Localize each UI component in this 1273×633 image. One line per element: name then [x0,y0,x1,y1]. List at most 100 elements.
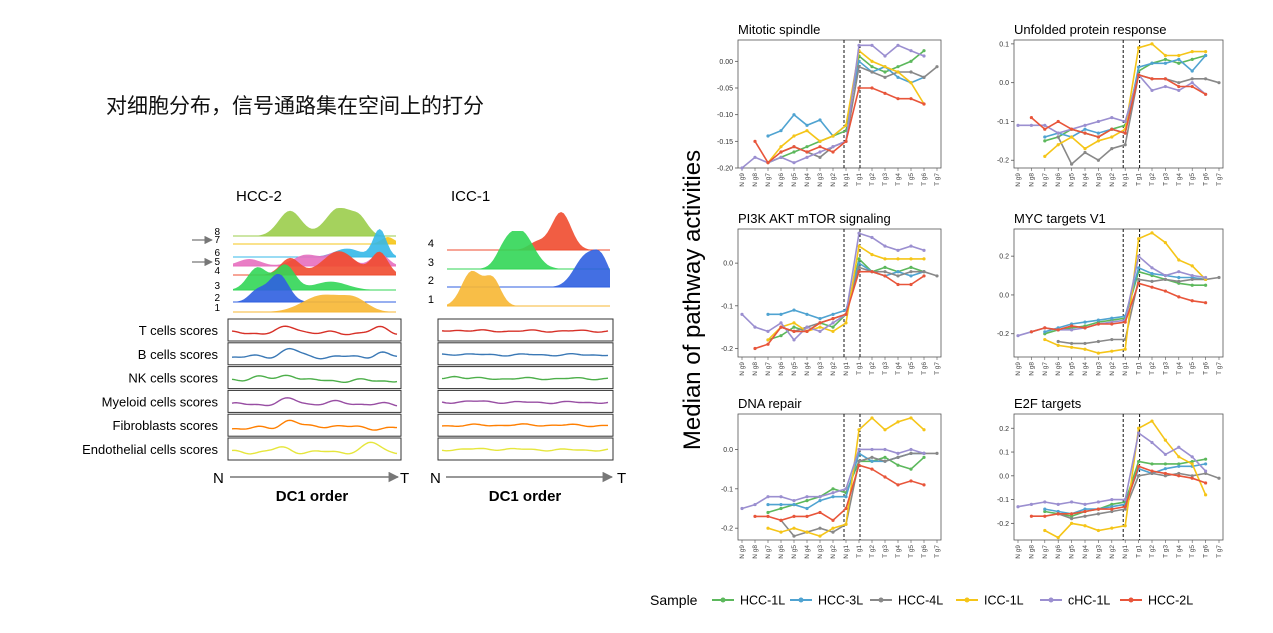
data-point [857,86,861,90]
pathway-chart: Mitotic spindle 0.00 -0.05 -0.10 -0.15 -0.20 N… [717,22,942,187]
score-tracks-hcc2 [227,318,402,461]
data-point [857,43,861,47]
plot-frame [737,228,942,358]
data-point [792,134,796,138]
x-tick-label: N g7 [765,173,772,187]
data-point [1150,471,1154,476]
data-point [909,97,913,101]
data-point [1163,277,1167,282]
data-point [883,447,887,452]
x-tick-label: N g6 [1055,173,1062,187]
data-point [1137,431,1141,435]
data-point [1110,349,1114,353]
data-point [1083,131,1087,135]
data-point [1070,127,1074,131]
data-point [1163,474,1167,478]
data-point [1043,509,1047,514]
data-point [1137,254,1141,258]
x-tick-label: N g3 [1095,173,1102,187]
data-point [1150,440,1154,445]
data-point [1163,289,1167,293]
x-tick-label: T g5 [908,362,915,375]
data-point [1083,507,1087,511]
x-tick-label: T g4 [1176,173,1183,186]
series-line [754,87,925,164]
data-point [805,123,809,127]
x-tick-label: T g3 [1162,545,1169,558]
legend-swatch-dot [1048,597,1054,603]
data-point [792,329,796,333]
data-point [1123,505,1127,509]
data-point [805,150,809,154]
data-point [1096,119,1100,124]
score-row-labels: T cells scores B cells scores NK cells sco… [82,323,218,457]
y-tick-label: -0.15 [717,139,733,146]
data-point [1137,65,1141,69]
data-point [1043,337,1047,342]
data-point [1096,351,1100,355]
data-point [1150,285,1154,289]
axis-end-hcc2: T [400,470,409,487]
legend-entry: HCC-4L [898,594,943,608]
x-tick-label: N g7 [1042,173,1049,187]
data-point [857,244,861,248]
data-point [792,526,796,530]
data-point [1096,500,1100,504]
data-point [1177,270,1181,274]
x-tick-label: N g1 [1122,173,1129,187]
data-point [766,514,770,518]
x-tick-label: T g2 [869,362,876,375]
x-tick-label: N g9 [1015,545,1022,559]
data-point [896,420,900,424]
data-point [870,253,874,257]
data-point [818,495,822,499]
score-row-label: T cells scores [139,323,219,338]
data-point [779,145,783,149]
data-point [1137,281,1141,285]
x-tick-label: N g7 [765,545,772,559]
data-point [1190,283,1194,287]
series-line [755,464,925,522]
x-tick-label: N g8 [1028,173,1035,187]
data-point [1056,339,1060,344]
x-tick-label: T g6 [921,545,928,558]
data-point [1110,502,1114,506]
x-tick-label: T g6 [921,173,928,186]
series-line [754,270,925,350]
data-point [779,495,783,499]
data-point [1204,77,1208,81]
data-point [1043,139,1047,143]
data-point [1083,123,1087,127]
data-point [1177,84,1181,89]
data-point [1096,322,1100,326]
data-point [1190,277,1194,282]
data-point [870,416,874,420]
data-point [1110,147,1114,151]
data-point [844,522,848,526]
data-point [1096,318,1100,322]
x-tick-label: N g5 [791,545,798,559]
series-line [1030,73,1207,138]
y-tick-label: -0.1 [721,303,733,310]
data-point [766,134,770,138]
data-point [831,491,835,495]
data-point [1190,459,1194,464]
data-point [1016,334,1020,338]
data-point [1137,426,1141,430]
data-point [870,270,874,274]
data-point [1204,469,1208,473]
data-point [792,150,796,154]
data-point [1204,283,1208,287]
data-point [870,455,874,459]
data-point [831,518,835,522]
x-tick-label: N g4 [804,545,811,559]
data-point [1110,497,1114,502]
data-point [831,487,835,491]
data-point [922,257,926,261]
x-tick-label: T g1 [856,545,863,558]
x-tick-label: T g7 [934,173,941,186]
data-point [857,257,861,261]
x-tick-label: T g5 [1189,545,1196,558]
data-point [883,475,887,479]
x-tick-label: N g6 [778,545,785,559]
